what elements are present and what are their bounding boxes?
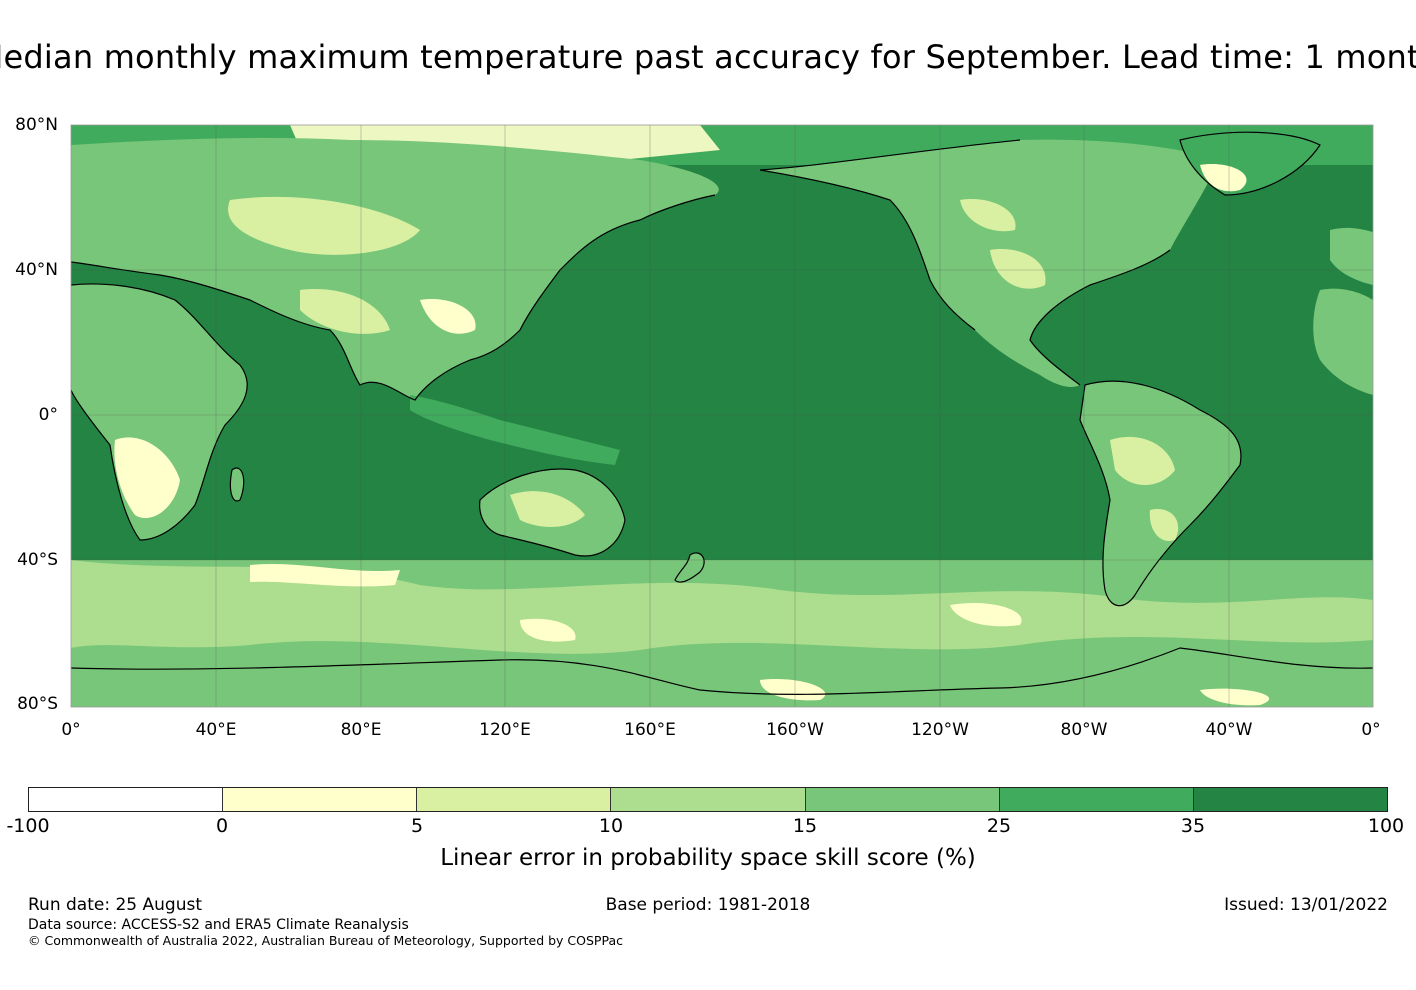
west-africa-wrap	[1313, 288, 1373, 395]
colorbar-tick: 35	[1180, 815, 1206, 837]
colorbar-segment	[1193, 788, 1387, 811]
africa	[71, 283, 248, 540]
north-america	[760, 139, 1220, 387]
coastlines	[71, 131, 1373, 695]
colorbar-segment	[417, 788, 612, 811]
lon-label-40w: 40°W	[1205, 720, 1253, 740]
colorbar-segment	[611, 788, 806, 811]
south-america-lowskill	[1110, 436, 1179, 541]
lat-label-80s: 80°S	[17, 694, 58, 714]
colorbar-segment	[223, 788, 418, 811]
colorbar-tick: 15	[792, 815, 818, 837]
colorbar-tick: 0	[215, 815, 229, 837]
lat-label-40n: 40°N	[15, 260, 58, 280]
south-america	[1080, 381, 1241, 606]
base-period: Base period: 1981-2018	[605, 895, 811, 915]
coast-australia	[479, 468, 626, 557]
gridlines	[71, 125, 1373, 707]
map-title: Median monthly maximum temperature past …	[0, 38, 1416, 76]
europe-wrap	[1330, 227, 1373, 285]
lon-label-80w: 80°W	[1060, 720, 1108, 740]
greenland-lowskill	[1200, 164, 1247, 192]
lon-label-120w: 120°W	[911, 720, 969, 740]
lon-label-0-left: 0°	[61, 720, 81, 740]
map-frame	[70, 124, 1374, 708]
run-date: Run date: 25 August	[28, 895, 202, 915]
antarctica	[71, 648, 1373, 707]
maritime-continent	[410, 395, 620, 465]
coast-new-zealand	[674, 552, 705, 583]
southern-ocean-lowskill	[250, 563, 1022, 642]
colorbar-tick: 100	[1367, 815, 1405, 837]
australia-lowskill	[510, 491, 585, 527]
colorbar-segment	[805, 788, 1000, 811]
lon-label-160e: 160°E	[624, 720, 676, 740]
colorbar-tick: 5	[410, 815, 424, 837]
lon-label-80e: 80°E	[340, 720, 382, 740]
lon-label-0-right: 0°	[1361, 720, 1381, 740]
southern-ocean-patches	[71, 560, 1373, 654]
colorbar-tick: -100	[6, 815, 50, 837]
africa-lowskill	[114, 437, 180, 519]
colorbar-tick: 10	[598, 815, 624, 837]
lat-label-80n: 80°N	[15, 115, 58, 135]
data-source: Data source: ACCESS-S2 and ERA5 Climate …	[28, 917, 409, 933]
colorbar-label: Linear error in probability space skill …	[440, 845, 976, 871]
colorbar-segment	[999, 788, 1194, 811]
lon-label-40e: 40°E	[195, 720, 237, 740]
coast-eurasia	[71, 194, 716, 401]
madagascar	[230, 468, 244, 501]
coast-antarctica	[71, 647, 1373, 695]
asia-lowskill-2	[420, 299, 476, 334]
colorbar-segment	[29, 788, 224, 811]
colorbar	[28, 787, 1388, 812]
lat-label-0: 0°	[38, 405, 58, 425]
colorbar-tick: 25	[986, 815, 1012, 837]
lon-label-160w: 160°W	[766, 720, 824, 740]
issued-date: Issued: 13/01/2022	[1224, 895, 1388, 915]
coast-south-america	[1079, 380, 1242, 607]
copyright: © Commonwealth of Australia 2022, Austra…	[28, 933, 623, 948]
coast-greenland	[1179, 131, 1321, 196]
lon-label-120e: 120°E	[479, 720, 531, 740]
coast-africa	[71, 283, 248, 541]
north-america-lowskill	[960, 199, 1046, 289]
coast-north-america	[759, 139, 1171, 386]
asia-lowskill	[228, 196, 420, 334]
coast-madagascar	[229, 467, 245, 502]
lat-label-40s: 40°S	[17, 550, 58, 570]
